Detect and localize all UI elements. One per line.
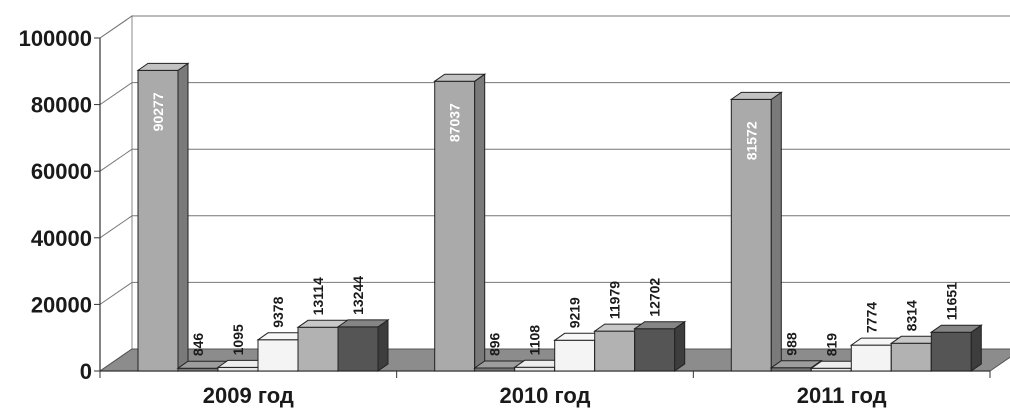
gridline-4 bbox=[99, 82, 1010, 106]
side-wall bbox=[99, 15, 133, 372]
category-label-2: 2011 год bbox=[797, 383, 887, 408]
value-label-2-0: 81572 bbox=[743, 121, 759, 160]
bar-front bbox=[217, 366, 259, 372]
value-label-0-2: 1095 bbox=[230, 324, 246, 355]
bar-top bbox=[433, 73, 487, 82]
bar-1-0 bbox=[433, 73, 487, 372]
bar-0-0 bbox=[136, 62, 190, 372]
bar-2-5 bbox=[929, 324, 983, 372]
chart-walls bbox=[99, 15, 1010, 372]
bar-front bbox=[554, 339, 596, 372]
bar-front bbox=[850, 344, 892, 372]
gridline-3 bbox=[99, 148, 1010, 172]
y-tick-label-3: 60000 bbox=[31, 159, 92, 184]
labels: 2009 год 2010 год 2011 год 90277 846 1095 9378… bbox=[150, 92, 959, 408]
bar-front bbox=[890, 342, 932, 372]
bar-front bbox=[594, 330, 636, 372]
category-label-1: 2010 год bbox=[499, 383, 590, 408]
bar-side bbox=[674, 320, 686, 372]
y-tick-label-0: 0 bbox=[80, 359, 92, 384]
bar-0-5 bbox=[336, 318, 390, 372]
bar-front bbox=[257, 339, 299, 372]
value-label-1-3: 9219 bbox=[567, 297, 583, 328]
bar-top bbox=[729, 91, 783, 100]
value-label-0-4: 13114 bbox=[310, 277, 326, 315]
bar-top bbox=[769, 360, 823, 369]
value-label-1-2: 1108 bbox=[527, 325, 543, 356]
bar-front bbox=[297, 326, 339, 372]
bar-top bbox=[929, 324, 983, 333]
value-label-2-1: 988 bbox=[783, 332, 799, 356]
y-tick-label-2: 40000 bbox=[31, 226, 92, 251]
value-label-2-2: 819 bbox=[823, 333, 839, 357]
category-label-0: 2009 год bbox=[203, 383, 294, 408]
bar-side bbox=[770, 91, 782, 372]
bar-front bbox=[337, 326, 379, 372]
bar-1-5 bbox=[633, 320, 687, 372]
value-label-1-1: 896 bbox=[487, 332, 503, 356]
bar-top bbox=[136, 62, 190, 71]
gridline-1 bbox=[99, 281, 1010, 305]
bar-front bbox=[930, 331, 972, 372]
bar-top bbox=[336, 319, 390, 328]
value-label-1-0: 87037 bbox=[447, 103, 463, 142]
gridline-5 bbox=[99, 15, 1010, 39]
y-tick-label-5: 100000 bbox=[19, 26, 92, 51]
value-label-2-5: 11651 bbox=[943, 282, 959, 320]
gridline-2 bbox=[99, 215, 1010, 239]
bar-side bbox=[474, 73, 486, 372]
value-label-0-5: 13244 bbox=[350, 276, 366, 315]
bars bbox=[136, 62, 983, 372]
bar-top bbox=[633, 321, 687, 330]
bar-2-0 bbox=[729, 91, 783, 372]
y-tick-label-1: 20000 bbox=[31, 292, 92, 317]
value-label-2-4: 8314 bbox=[903, 300, 919, 331]
bar-side bbox=[970, 324, 982, 372]
value-label-1-4: 11979 bbox=[607, 281, 623, 319]
bar-side bbox=[377, 318, 389, 372]
value-label-0-3: 9378 bbox=[270, 296, 286, 327]
y-tick-label-4: 80000 bbox=[31, 93, 92, 118]
value-label-2-3: 7774 bbox=[863, 302, 879, 333]
value-label-0-0: 90277 bbox=[150, 92, 166, 131]
bar-front bbox=[634, 328, 676, 372]
bar-side bbox=[177, 62, 189, 372]
bar-front bbox=[514, 366, 556, 372]
value-label-0-1: 846 bbox=[190, 333, 206, 357]
value-label-1-5: 12702 bbox=[647, 278, 663, 317]
